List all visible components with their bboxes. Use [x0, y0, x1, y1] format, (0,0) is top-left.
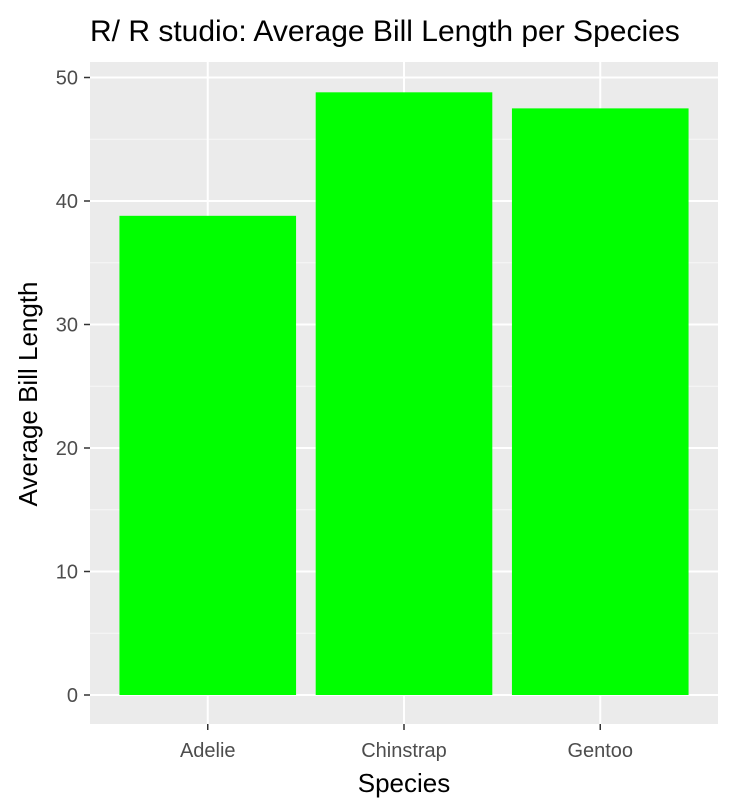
x-tick-label-gentoo: Gentoo [567, 740, 633, 762]
y-axis-title: Average Bill Length [13, 281, 43, 506]
y-tick-label: 0 [67, 685, 78, 707]
y-tick-label: 10 [56, 562, 78, 584]
x-axis: Adelie Chinstrap Gentoo [180, 724, 633, 762]
x-tick-label-adelie: Adelie [180, 740, 236, 762]
x-tick-label-chinstrap: Chinstrap [361, 740, 447, 762]
y-tick-label: 20 [56, 438, 78, 460]
bars-group [119, 92, 689, 695]
y-axis: 0 10 20 30 40 50 [56, 68, 90, 707]
chart-title: R/ R studio: Average Bill Length per Spe… [90, 15, 680, 48]
y-tick-label: 30 [56, 315, 78, 337]
y-tick-label: 40 [56, 191, 78, 213]
bar-adelie [119, 215, 297, 695]
x-axis-title: Species [358, 768, 451, 798]
y-tick-label: 50 [56, 68, 78, 90]
bar-chinstrap [315, 92, 493, 695]
bar-gentoo [511, 108, 689, 695]
